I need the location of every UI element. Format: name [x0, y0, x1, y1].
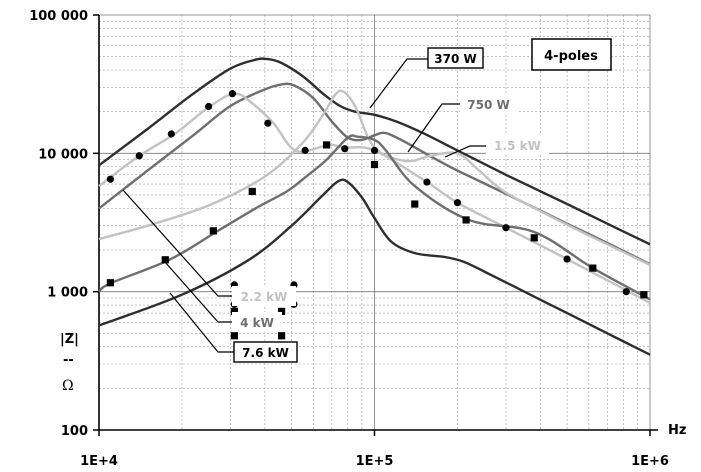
series-label-370-w: 370 W: [427, 47, 484, 69]
leader-line-4-kw: [164, 261, 232, 323]
marker-square-4kw: [248, 187, 256, 196]
series-line-7-6-kw: [98, 178, 651, 356]
marker-dot-2-2kw: [167, 130, 175, 138]
marker-square-4kw: [640, 291, 648, 299]
marker-dot-2-2kw: [301, 146, 309, 155]
series-lines: [98, 57, 651, 356]
leader-line-750-w: [407, 103, 460, 153]
marker-dot-2-2kw: [135, 152, 143, 160]
poles-annotation: 4-poles: [531, 38, 612, 71]
y-tick-label: 1 000: [47, 286, 88, 301]
poles-annotation-text: 4-poles: [544, 49, 598, 64]
marker-square-4kw: [161, 256, 169, 264]
series-labels: 370 W 750 W 1.5 kW 2.2 kW 4 kW 7.6 kW: [232, 47, 549, 363]
series-label-text: 370 W: [434, 52, 476, 66]
leader-line-1-5-kw: [444, 145, 486, 158]
series-label-1-5-kw: 1.5 kW: [486, 135, 549, 155]
marker-dot-2-2kw: [106, 175, 115, 183]
series-label-text: 7.6 kW: [242, 346, 289, 360]
series-label-text: 2.2 kW: [241, 290, 288, 304]
legend-marker-square: [277, 307, 286, 316]
axes: [93, 14, 658, 436]
series-line-1-5-kw: [98, 89, 651, 267]
marker-square-4kw: [322, 141, 331, 149]
series-label-text: 1.5 kW: [494, 139, 541, 153]
marker-dot-2-2kw: [205, 102, 213, 111]
x-tick-label: 1E+6: [631, 454, 669, 469]
marker-dot-2-2kw: [622, 288, 630, 296]
y-tick-label: 100: [61, 424, 88, 439]
marker-dot-2-2kw: [423, 178, 431, 186]
y-tick-labels: 100 1 000 10 000 100 000: [29, 9, 88, 439]
leader-line-7-6-kw: [169, 292, 234, 353]
marker-dot-2-2kw: [563, 255, 571, 263]
marker-dot-2-2kw: [453, 199, 462, 207]
series-line-4-kw: [98, 134, 651, 301]
x-tick-labels: 1E+4 1E+5 1E+6: [80, 454, 669, 469]
legend-marker-square: [277, 332, 286, 340]
x-axis-unit: Hz: [668, 423, 686, 438]
marker-square-4kw: [530, 234, 538, 242]
series-label-box: [427, 47, 484, 69]
series-label-7-6-kw: 7.6 kW: [233, 341, 298, 363]
legend-marker-square: [230, 307, 238, 316]
marker-square-4kw: [589, 264, 597, 272]
x-tick-label: 1E+4: [80, 454, 118, 469]
leader-line-370-w: [369, 58, 428, 109]
marker-square-4kw: [209, 227, 217, 235]
y-axis-label-dashes: --: [63, 353, 74, 368]
series-label-750-w: 750 W: [460, 94, 517, 114]
marker-square-4kw: [462, 216, 470, 224]
y-tick-label: 10 000: [38, 147, 88, 162]
y-axis-label-ohm: Ω: [62, 378, 74, 394]
marker-dot-2-2kw: [341, 145, 349, 153]
leader-line-2-2-kw: [122, 189, 232, 297]
series-label-text: 4 kW: [240, 316, 274, 330]
series-line-370-w: [98, 57, 651, 246]
series-markers: [106, 90, 648, 340]
series-label-2-2-kw: 2.2 kW: [232, 286, 296, 306]
series-label-box: [460, 94, 517, 114]
series-label-box: [233, 341, 298, 363]
label-leader-lines: [122, 58, 486, 353]
series-label-box: [232, 286, 296, 306]
series-label-box: [486, 135, 549, 155]
marker-square-4kw: [370, 160, 379, 169]
marker-dot-2-2kw: [264, 119, 272, 127]
series-label-text: 750 W: [467, 98, 509, 112]
series-label-box: [232, 312, 282, 332]
marker-square-4kw: [106, 279, 115, 287]
marker-dot-2-2kw: [502, 224, 510, 232]
legend-marker-square: [230, 332, 238, 340]
marker-dot-2-2kw: [370, 146, 379, 155]
y-axis-label-z: |Z|: [60, 332, 79, 347]
x-tick-label: 1E+5: [356, 454, 394, 469]
series-label-4-kw: 4 kW: [232, 312, 282, 332]
marker-dot-2-2kw: [228, 90, 237, 98]
y-tick-label: 100 000: [29, 9, 88, 24]
marker-square-4kw: [411, 200, 419, 208]
